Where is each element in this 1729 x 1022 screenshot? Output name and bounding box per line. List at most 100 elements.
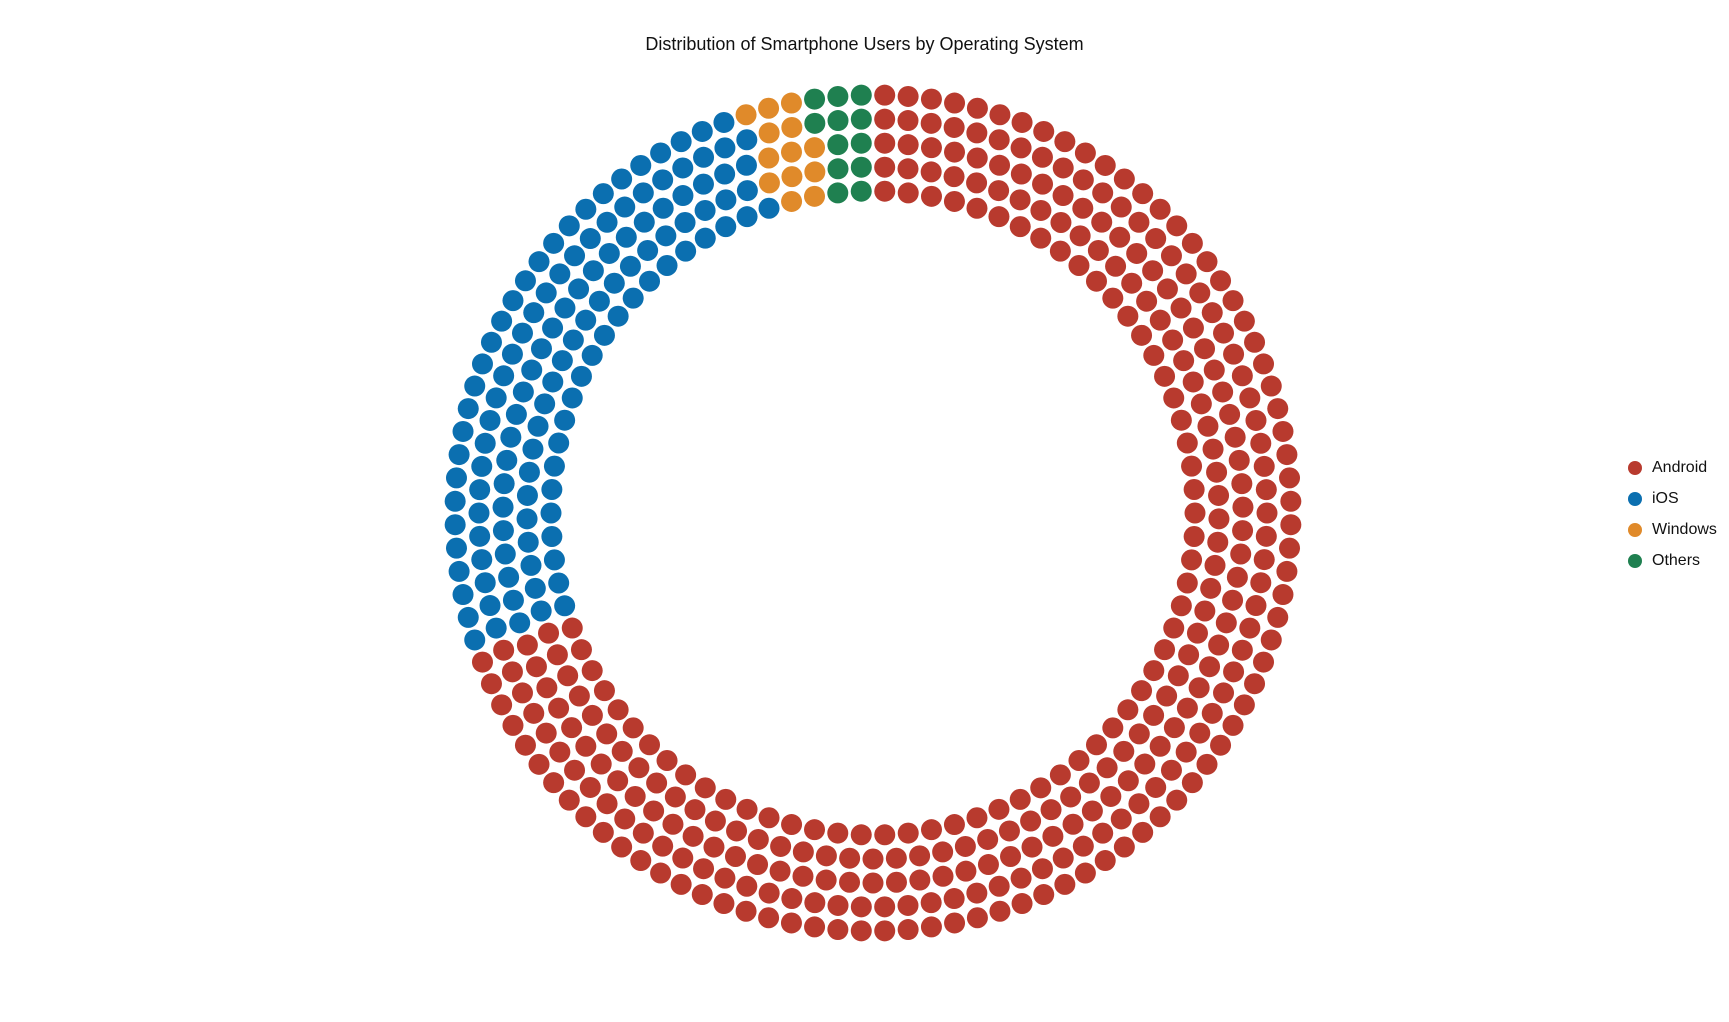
dot-android (1244, 673, 1266, 695)
dot-ios (542, 317, 564, 339)
dot-android (1117, 305, 1139, 327)
dot-android (684, 799, 706, 821)
dot-ios (554, 595, 576, 617)
dot-android (862, 872, 884, 894)
legend-label-ios: iOS (1652, 489, 1679, 507)
dot-android (670, 873, 692, 895)
dot-android (1117, 770, 1139, 792)
dot-android (622, 717, 644, 739)
dot-android (897, 85, 919, 107)
dot-android (1068, 255, 1090, 276)
dot-ios (639, 270, 661, 292)
dot-android (549, 741, 571, 763)
dot-ios (558, 215, 580, 237)
dot-android (1128, 211, 1150, 233)
dot-android (1094, 850, 1116, 872)
dot-android (713, 893, 735, 915)
dot-ios (493, 473, 515, 495)
dot-ios (630, 154, 652, 176)
dot-android (1145, 228, 1167, 250)
dot-android (511, 682, 533, 704)
dot-android (1212, 381, 1234, 403)
dot-android (1011, 893, 1033, 915)
dot-ios (524, 577, 546, 599)
dot-android (656, 750, 678, 771)
dot-android (1110, 808, 1132, 830)
legend-item-android: Android (1628, 452, 1717, 483)
dot-android (1201, 702, 1223, 724)
dot-android (704, 810, 726, 832)
dot-android (1072, 169, 1094, 191)
dot-android (1178, 644, 1200, 666)
dot-android (561, 617, 583, 639)
dot-android (664, 786, 686, 808)
dot-android (1131, 680, 1153, 702)
dot-android (1091, 211, 1113, 233)
dot-ios (650, 142, 672, 164)
dot-android (675, 764, 697, 786)
dot-ios (471, 549, 493, 571)
dot-ios (528, 251, 550, 273)
dot-ios (736, 206, 758, 228)
dot-android (1096, 757, 1118, 779)
dot-others (804, 112, 826, 134)
dot-android (897, 110, 919, 132)
dot-android (827, 894, 849, 916)
dot-android (815, 869, 837, 891)
dot-ios (562, 329, 584, 351)
dot-android (1233, 694, 1255, 716)
legend-swatch-windows (1628, 522, 1642, 537)
dot-android (920, 137, 942, 159)
dot-android (535, 722, 557, 744)
dot-android (1094, 154, 1116, 176)
dot-android (1149, 198, 1171, 220)
dot-android (1030, 777, 1052, 799)
dot-android (1182, 371, 1204, 393)
dot-windows (781, 166, 803, 188)
dot-android (1208, 508, 1230, 530)
dot-ios (542, 371, 564, 393)
dot-android (781, 888, 803, 910)
dot-android (1222, 290, 1244, 312)
dot-android (611, 836, 633, 858)
dot-android (1166, 215, 1188, 237)
dot-android (1143, 344, 1165, 366)
dot-ios (471, 353, 493, 375)
dot-android (1085, 734, 1107, 756)
dot-ios (452, 420, 474, 442)
dot-ios (543, 232, 565, 254)
dot-android (1228, 449, 1250, 471)
dot-android (514, 734, 536, 756)
dot-ios (496, 449, 518, 471)
dot-android (516, 634, 538, 656)
dot-windows (804, 185, 826, 207)
dot-ios (469, 479, 491, 501)
dot-others (827, 158, 849, 180)
dot-android (966, 147, 988, 169)
dot-android (1021, 836, 1043, 858)
dot-android (943, 190, 965, 212)
dot-android (1255, 479, 1277, 501)
dot-android (989, 900, 1011, 922)
dot-android (593, 680, 615, 702)
dot-android (536, 677, 558, 699)
dot-android (1009, 189, 1031, 211)
dot-android (1203, 359, 1225, 381)
dot-android (989, 104, 1011, 126)
dot-android (1176, 697, 1198, 719)
legend-label-android: Android (1652, 458, 1708, 476)
dot-android (1250, 432, 1272, 454)
dot-android (862, 848, 884, 870)
dot-android (747, 854, 769, 876)
dot-android (804, 892, 826, 914)
dot-android (874, 84, 896, 106)
dot-android (1173, 350, 1195, 372)
dot-android (1253, 651, 1275, 673)
dot-android (528, 753, 550, 775)
dot-android (1175, 741, 1197, 763)
dot-android (546, 644, 568, 666)
dot-ios (549, 263, 571, 285)
dot-ios (485, 617, 507, 639)
dot-android (1267, 606, 1289, 628)
